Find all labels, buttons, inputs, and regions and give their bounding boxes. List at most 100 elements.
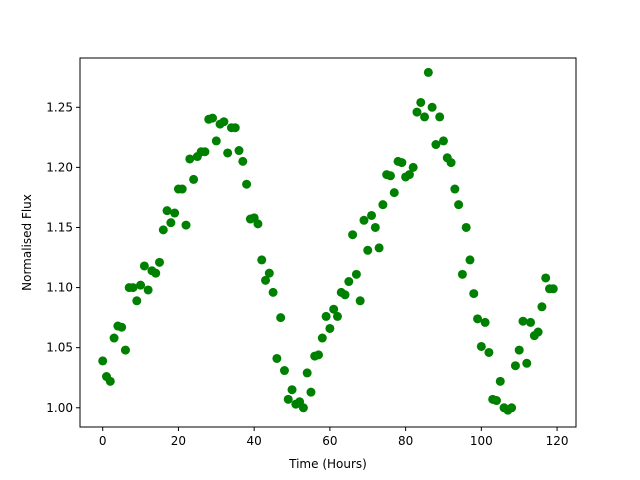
- data-point: [344, 277, 354, 287]
- data-point: [457, 269, 467, 279]
- x-axis: 0 20 40 60 80 100 120: [99, 427, 569, 448]
- data-point: [155, 257, 165, 267]
- data-point: [370, 222, 380, 232]
- x-tick-label: 20: [171, 434, 186, 448]
- data-point: [363, 245, 373, 255]
- data-point: [314, 350, 324, 360]
- data-point: [420, 112, 430, 122]
- data-point: [208, 113, 218, 123]
- data-point: [329, 304, 339, 314]
- data-point: [143, 285, 153, 295]
- data-point: [491, 396, 501, 406]
- x-tick-label: 0: [99, 434, 107, 448]
- data-point: [484, 347, 494, 357]
- data-point: [177, 184, 187, 194]
- data-point: [283, 394, 293, 404]
- data-point: [261, 275, 271, 285]
- data-point: [151, 268, 161, 278]
- data-point: [162, 206, 172, 216]
- data-point: [480, 317, 490, 327]
- data-point: [514, 345, 524, 355]
- data-point: [476, 341, 486, 351]
- data-point: [450, 184, 460, 194]
- data-point: [351, 269, 361, 279]
- y-tick-label: 1.20: [46, 160, 73, 174]
- data-point: [287, 385, 297, 395]
- data-point: [431, 140, 441, 150]
- data-point: [211, 136, 221, 146]
- data-point: [518, 316, 528, 326]
- plot-area-frame: [79, 57, 577, 428]
- data-point: [105, 376, 115, 386]
- data-point: [132, 296, 142, 306]
- x-tick-label: 60: [322, 434, 337, 448]
- data-point: [473, 314, 483, 324]
- data-point: [412, 107, 422, 117]
- data-point: [427, 102, 437, 112]
- data-point: [279, 366, 289, 376]
- data-point: [302, 368, 312, 378]
- data-point: [230, 123, 240, 133]
- data-point: [548, 284, 558, 294]
- data-point: [298, 403, 308, 413]
- data-point: [438, 136, 448, 146]
- y-tick-label: 1.10: [46, 281, 73, 295]
- data-point: [522, 358, 532, 368]
- data-point: [117, 322, 127, 332]
- y-tick-label: 1.05: [46, 341, 73, 355]
- data-point: [321, 311, 331, 321]
- data-point: [317, 333, 327, 343]
- data-point: [389, 188, 399, 198]
- data-point: [189, 174, 199, 184]
- data-point: [120, 345, 130, 355]
- x-tick-label: 80: [398, 434, 413, 448]
- data-point: [340, 290, 350, 300]
- data-point: [200, 147, 210, 157]
- data-point: [378, 200, 388, 210]
- data-point: [416, 97, 426, 107]
- data-point: [332, 311, 342, 321]
- y-axis-label: Normalised Flux: [20, 194, 34, 291]
- data-point: [465, 255, 475, 265]
- y-tick-label: 1.15: [46, 220, 73, 234]
- data-point: [404, 170, 414, 180]
- data-point: [385, 171, 395, 181]
- data-point: [166, 218, 176, 228]
- data-point: [374, 243, 384, 253]
- data-point: [348, 230, 358, 240]
- data-point: [268, 287, 278, 297]
- data-point: [109, 333, 119, 343]
- data-point: [408, 162, 418, 172]
- data-point: [423, 67, 433, 77]
- data-point: [435, 112, 445, 122]
- data-point: [253, 219, 263, 229]
- data-point: [128, 283, 138, 293]
- data-point: [495, 376, 505, 386]
- data-point: [507, 403, 517, 413]
- data-point: [242, 179, 252, 189]
- data-point: [359, 215, 369, 225]
- data-point: [306, 387, 316, 397]
- y-tick-label: 1.25: [46, 100, 73, 114]
- data-point: [257, 255, 267, 265]
- data-point: [325, 323, 335, 333]
- data-point: [355, 296, 365, 306]
- data-points: [98, 67, 558, 415]
- data-point: [537, 302, 547, 312]
- data-point: [185, 154, 195, 164]
- data-point: [234, 146, 244, 156]
- data-point: [533, 327, 543, 337]
- data-point: [367, 210, 377, 220]
- data-point: [136, 280, 146, 290]
- data-point: [219, 117, 229, 127]
- data-point: [454, 200, 464, 210]
- data-point: [264, 268, 274, 278]
- data-point: [238, 156, 248, 166]
- data-point: [158, 225, 168, 235]
- data-point: [510, 361, 520, 371]
- data-point: [469, 289, 479, 299]
- x-tick-label: 120: [546, 434, 569, 448]
- data-point: [526, 317, 536, 327]
